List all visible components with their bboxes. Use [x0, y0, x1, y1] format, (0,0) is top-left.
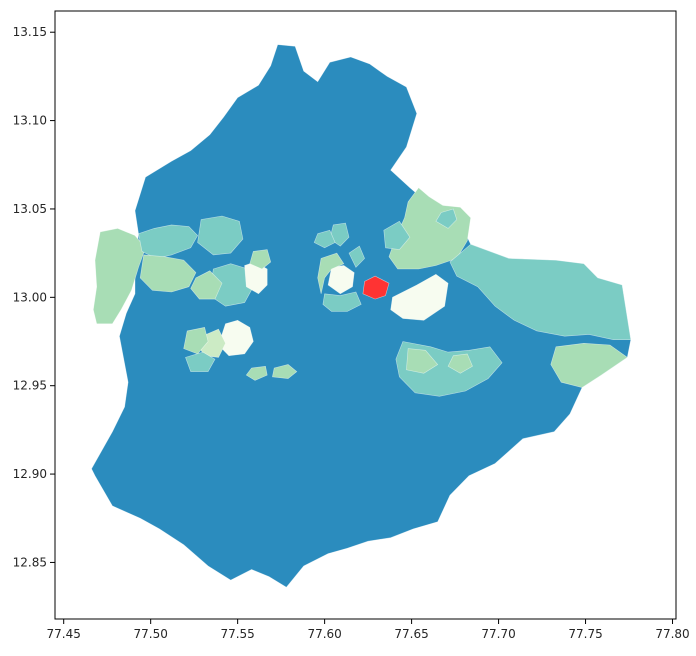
- region-west-light-belt: [92, 228, 146, 325]
- regions-layer: [91, 44, 632, 588]
- region-center-north-teal-2: [313, 229, 336, 249]
- region-light-small-center: [272, 364, 298, 379]
- region-center-light-ring: [317, 252, 345, 294]
- region-center-pale: [327, 265, 355, 295]
- y-tick-label: 13.05: [13, 202, 47, 216]
- region-northeast-teal-a: [383, 220, 411, 250]
- region-highlighted-ward: [362, 275, 390, 300]
- region-center-teal: [322, 291, 362, 312]
- region-central-west-light: [190, 270, 223, 300]
- y-axis-ticks: 13.15 13.10 13.05 13.00 12.95 12.90 12.85: [13, 25, 55, 569]
- x-axis-ticks: 77.45 77.50 77.55 77.60 77.65 77.70 77.75 77.80: [47, 619, 690, 641]
- y-tick-label: 13.00: [13, 290, 47, 304]
- x-tick-label: 77.75: [568, 627, 602, 641]
- region-west-teal-cluster: [138, 224, 198, 259]
- region-light-west-south: [183, 327, 209, 355]
- axes-frame: [54, 10, 677, 620]
- region-northeast-teal-b: [435, 208, 458, 229]
- region-west-light-inner: [139, 254, 197, 293]
- region-light-center-north: [249, 249, 272, 270]
- x-tick-label: 77.80: [655, 627, 689, 641]
- y-tick-label: 13.10: [13, 114, 47, 128]
- x-tick-label: 77.70: [481, 627, 515, 641]
- region-east-light: [550, 342, 628, 388]
- x-tick-label: 77.60: [307, 627, 341, 641]
- y-tick-label: 12.85: [13, 555, 47, 569]
- region-pale-east: [390, 273, 449, 321]
- region-light-small-center-2: [245, 365, 268, 381]
- x-tick-label: 77.65: [394, 627, 428, 641]
- region-northeast-small-teal: [348, 245, 365, 268]
- x-tick-label: 77.55: [220, 627, 254, 641]
- y-tick-label: 12.95: [13, 379, 47, 393]
- region-light-west-south-2: [185, 351, 216, 372]
- y-tick-label: 13.15: [13, 25, 47, 39]
- region-southeast-light: [406, 348, 439, 374]
- region-southeast-light-2: [447, 353, 473, 374]
- region-northwest-teal: [197, 215, 244, 256]
- y-tick-label: 12.90: [13, 467, 47, 481]
- x-tick-label: 77.45: [47, 627, 81, 641]
- x-tick-label: 77.50: [133, 627, 167, 641]
- region-east-big-teal: [449, 243, 632, 341]
